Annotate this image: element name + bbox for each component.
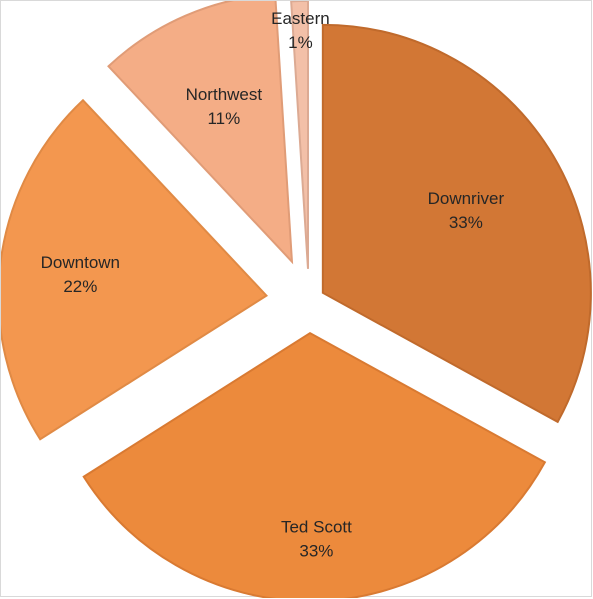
slice-percent-label: 33% <box>299 542 333 561</box>
slice-category-label: Northwest <box>186 85 263 104</box>
pie-slice-northwest <box>107 1 294 265</box>
slice-label-northwest: Northwest 11% <box>186 85 263 128</box>
slice-label-downriver: Downriver 33% <box>428 189 505 232</box>
labels-layer: Downriver 33% Ted Scott 33% Downtown 22% North… <box>41 9 505 561</box>
slice-percent-label: 1% <box>288 33 313 52</box>
slice-label-eastern: Eastern 1% <box>271 9 330 52</box>
pie-slice-downriver <box>321 23 592 424</box>
pie-slice-ted-scott <box>82 331 547 598</box>
slice-percent-label: 11% <box>207 109 240 128</box>
pie-slice-eastern <box>290 1 309 269</box>
slice-percent-label: 22% <box>63 277 97 296</box>
slice-label-ted-scott: Ted Scott 33% <box>281 518 352 561</box>
slice-category-label: Eastern <box>271 9 330 28</box>
slice-percent-label: 33% <box>449 213 483 232</box>
slice-category-label: Downriver <box>428 189 505 208</box>
slice-category-label: Downtown <box>41 253 120 272</box>
pie-slice-downtown <box>1 98 269 441</box>
slice-label-downtown: Downtown 22% <box>41 253 120 296</box>
slice-category-label: Ted Scott <box>281 518 352 537</box>
